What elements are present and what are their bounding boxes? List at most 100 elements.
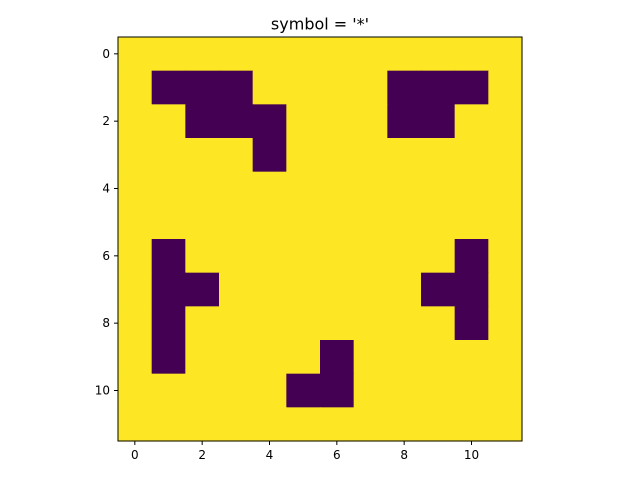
heatmap-cell — [252, 340, 287, 375]
heatmap-cell — [387, 373, 422, 408]
heatmap-cell — [118, 37, 153, 72]
heatmap-cell — [353, 340, 388, 375]
heatmap-cell — [252, 407, 287, 442]
heatmap-cell — [421, 306, 456, 341]
heatmap-cell — [118, 70, 153, 105]
heatmap-cell — [252, 272, 287, 307]
heatmap-cell — [219, 70, 254, 105]
heatmap-cell — [488, 70, 523, 105]
heatmap-cell — [219, 37, 254, 72]
heatmap-cell — [286, 239, 321, 274]
heatmap-cell — [151, 407, 186, 442]
heatmap-cell — [286, 37, 321, 72]
heatmap-cell — [151, 104, 186, 139]
heatmap-cell — [454, 340, 489, 375]
heatmap-cell — [185, 104, 220, 139]
heatmap-cell — [151, 138, 186, 173]
heatmap-cell — [387, 407, 422, 442]
y-tick-label: 6 — [102, 249, 110, 263]
heatmap-cell — [320, 407, 355, 442]
heatmap-cell — [488, 272, 523, 307]
heatmap-cell — [320, 138, 355, 173]
heatmap-cell — [387, 171, 422, 206]
heatmap-cell — [320, 373, 355, 408]
heatmap-cell — [252, 70, 287, 105]
heatmap-cell — [320, 205, 355, 240]
heatmap-cell — [421, 239, 456, 274]
x-tick-label: 8 — [400, 448, 408, 462]
heatmap-cell — [387, 37, 422, 72]
heatmap-cell — [286, 138, 321, 173]
chart-title: symbol = '*' — [271, 15, 369, 34]
heatmap-cell — [118, 138, 153, 173]
x-tick-label: 4 — [266, 448, 274, 462]
heatmap-cell — [185, 70, 220, 105]
heatmap-cell — [320, 306, 355, 341]
heatmap-cell — [387, 138, 422, 173]
x-tick-label: 0 — [131, 448, 139, 462]
heatmap-cell — [488, 239, 523, 274]
heatmap-cell — [353, 306, 388, 341]
heatmap-cell — [118, 239, 153, 274]
heatmap-cell — [286, 272, 321, 307]
heatmap-cell — [387, 239, 422, 274]
heatmap-cell — [488, 104, 523, 139]
heatmap-cell — [353, 373, 388, 408]
heatmap-cell — [353, 138, 388, 173]
heatmap-cell — [286, 407, 321, 442]
x-tick-label: 2 — [198, 448, 206, 462]
heatmap-cell — [320, 104, 355, 139]
heatmap-cell — [118, 104, 153, 139]
heatmap-cell — [353, 205, 388, 240]
heatmap-cell — [454, 205, 489, 240]
heatmap-cell — [151, 37, 186, 72]
heatmap-cell — [185, 340, 220, 375]
heatmap-cell — [454, 306, 489, 341]
heatmap-cell — [219, 205, 254, 240]
heatmap-cell — [286, 171, 321, 206]
heatmap-cell — [219, 138, 254, 173]
heatmap-cell — [421, 407, 456, 442]
heatmap-cell — [219, 239, 254, 274]
heatmap-cell — [454, 272, 489, 307]
heatmap-cell — [454, 407, 489, 442]
y-tick-label: 2 — [102, 114, 110, 128]
heatmap-cell — [454, 37, 489, 72]
x-axis-ticks: 0 2 4 6 8 10 — [131, 441, 479, 462]
y-tick-label: 0 — [102, 47, 110, 61]
heatmap-cell — [353, 171, 388, 206]
heatmap-cell — [421, 70, 456, 105]
heatmap-cell — [252, 171, 287, 206]
heatmap-cell — [488, 306, 523, 341]
heatmap-cell — [454, 239, 489, 274]
heatmap-cell — [286, 306, 321, 341]
heatmap-cell — [353, 272, 388, 307]
heatmap-cell — [151, 70, 186, 105]
y-tick-label: 4 — [102, 182, 110, 196]
heatmap-cell — [252, 306, 287, 341]
heatmap-cell — [151, 373, 186, 408]
heatmap-cell — [454, 104, 489, 139]
heatmap-cell — [488, 138, 523, 173]
heatmap-cell — [118, 407, 153, 442]
heatmap-cell — [421, 340, 456, 375]
heatmap-cell — [387, 70, 422, 105]
heatmap-cell — [185, 373, 220, 408]
heatmap-cell — [488, 340, 523, 375]
plot-frame — [117, 36, 523, 442]
heatmap-cells — [118, 37, 523, 442]
heatmap-cell — [454, 138, 489, 173]
heatmap-cell — [454, 171, 489, 206]
y-tick-label: 8 — [102, 316, 110, 330]
heatmap-cell — [219, 306, 254, 341]
heatmap-cell — [421, 37, 456, 72]
heatmap-cell — [353, 104, 388, 139]
heatmap-cell — [387, 104, 422, 139]
heatmap-cell — [488, 373, 523, 408]
heatmap-cell — [151, 306, 186, 341]
heatmap-cell — [219, 340, 254, 375]
heatmap-cell — [286, 70, 321, 105]
heatmap-cell — [353, 407, 388, 442]
heatmap-cell — [320, 70, 355, 105]
